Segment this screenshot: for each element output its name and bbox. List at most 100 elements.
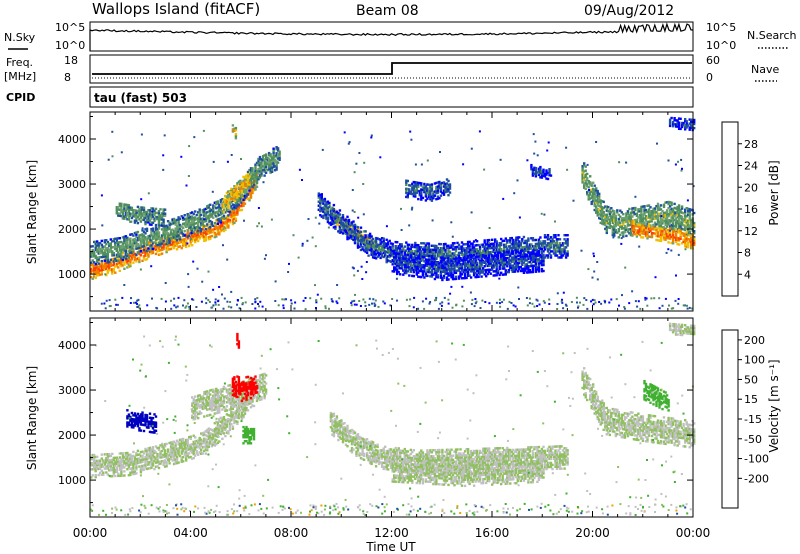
data-cell [460, 273, 464, 276]
data-cell [103, 258, 106, 261]
data-cell [227, 216, 230, 219]
data-cell [133, 238, 137, 241]
data-cell [124, 237, 128, 240]
data-cell [136, 257, 140, 260]
data-cell [90, 275, 93, 279]
data-cell [498, 267, 501, 271]
data-cell [221, 222, 224, 226]
data-cell [132, 250, 135, 254]
data-cell [254, 186, 257, 189]
data-cell [239, 195, 242, 199]
data-cell [688, 212, 691, 215]
data-cell [341, 232, 345, 235]
data-cell [249, 169, 253, 172]
data-cell [150, 234, 153, 237]
data-cell [118, 257, 121, 260]
data-cell [251, 187, 254, 191]
data-cell [118, 241, 121, 244]
data-cell [388, 239, 391, 243]
data-cell [662, 226, 666, 229]
data-cell [109, 242, 112, 245]
data-cell [189, 232, 192, 235]
data-cell [670, 116, 673, 120]
data-cell [372, 298, 375, 301]
data-cell [234, 219, 238, 222]
data-cell [391, 246, 394, 250]
data-cell [185, 239, 188, 242]
data-cell [139, 254, 143, 257]
data-cell [249, 177, 253, 180]
data-cell [542, 168, 545, 171]
data-cell [136, 221, 140, 225]
data-cell [221, 224, 224, 228]
data-cell [129, 254, 132, 258]
cpid-panel-frame [89, 86, 694, 108]
data-cell [180, 231, 183, 234]
data-cell [643, 222, 646, 225]
data-cell [97, 250, 100, 253]
data-cell [399, 254, 402, 258]
data-cell [93, 265, 96, 268]
data-cell [212, 204, 215, 207]
data-cell [120, 246, 123, 250]
data-cell [174, 242, 177, 245]
data-cell [442, 274, 446, 278]
data-cell [584, 169, 587, 172]
data-cell [207, 210, 210, 213]
data-cell [120, 262, 123, 266]
data-cell [234, 206, 238, 209]
data-cell [97, 262, 100, 265]
data-cell [141, 259, 144, 262]
data-cell [501, 301, 504, 304]
data-cell [197, 229, 200, 232]
data-cell [442, 258, 446, 261]
data-cell [148, 234, 152, 237]
data-cell [103, 262, 106, 265]
data-cell [96, 256, 99, 259]
data-cell [124, 249, 128, 252]
data-cell [204, 224, 207, 228]
data-cell [200, 213, 203, 217]
data-cell [276, 161, 280, 164]
data-cell [210, 234, 213, 238]
data-cell [189, 215, 192, 219]
data-cell [94, 256, 97, 260]
data-cell [656, 202, 660, 206]
data-cell [215, 233, 218, 236]
data-cell [215, 211, 218, 214]
data-cell [356, 234, 360, 237]
data-cell [195, 213, 198, 217]
data-cell [371, 237, 375, 241]
data-cell [141, 235, 144, 238]
data-cell [228, 221, 232, 224]
data-cell [168, 225, 171, 228]
data-cell [168, 221, 171, 224]
data-cell [243, 202, 247, 205]
data-cell [222, 227, 226, 231]
data-cell [178, 225, 182, 229]
data-cell [138, 244, 141, 247]
data-cell [644, 226, 648, 230]
data-cell [111, 254, 114, 257]
data-cell [245, 188, 248, 192]
data-cell [188, 216, 191, 219]
data-cell [183, 214, 186, 217]
data-cell [114, 243, 117, 247]
data-cell [117, 237, 120, 240]
data-cell [408, 243, 411, 246]
data-cell [117, 266, 120, 269]
data-cell [160, 252, 164, 255]
data-cell [218, 219, 221, 223]
data-cell [174, 240, 177, 243]
data-cell [103, 251, 106, 254]
data-cell [165, 246, 168, 250]
data-cell [224, 205, 227, 208]
data-cell [195, 225, 198, 229]
data-cell [129, 249, 132, 253]
data-cell [91, 259, 94, 262]
data-cell [542, 170, 545, 174]
data-cell [210, 230, 213, 234]
data-cell [147, 241, 150, 244]
data-cell [117, 243, 120, 246]
data-cell [219, 211, 222, 214]
